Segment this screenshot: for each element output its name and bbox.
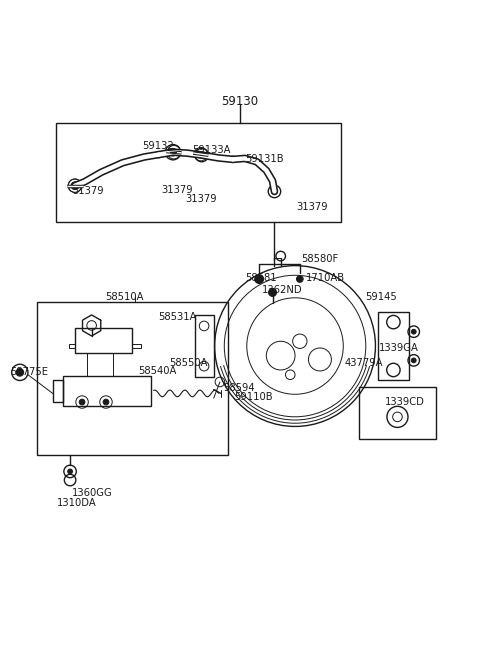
Bar xyxy=(56,123,340,221)
Bar xyxy=(132,343,141,349)
Circle shape xyxy=(68,469,72,474)
Text: 1362ND: 1362ND xyxy=(262,285,302,295)
Text: 31379: 31379 xyxy=(185,193,216,204)
Text: 58580F: 58580F xyxy=(301,254,338,264)
Text: 59145: 59145 xyxy=(365,292,397,302)
Bar xyxy=(53,380,63,402)
Bar xyxy=(378,312,409,380)
Circle shape xyxy=(411,358,416,363)
Text: 43779A: 43779A xyxy=(344,358,383,368)
Text: 1310DA: 1310DA xyxy=(57,498,97,508)
Circle shape xyxy=(272,189,277,194)
Text: 1339GA: 1339GA xyxy=(379,343,419,354)
Text: 58775E: 58775E xyxy=(10,367,48,377)
Circle shape xyxy=(103,399,109,405)
Text: 59133A: 59133A xyxy=(192,145,230,155)
Bar xyxy=(359,387,436,439)
Bar xyxy=(75,328,132,353)
Text: 59132: 59132 xyxy=(142,141,174,151)
Text: 58581: 58581 xyxy=(245,273,276,282)
Circle shape xyxy=(79,399,85,405)
Text: 31379: 31379 xyxy=(297,202,328,212)
Circle shape xyxy=(297,276,303,282)
Circle shape xyxy=(16,369,24,376)
Text: 59130: 59130 xyxy=(221,95,259,108)
Bar xyxy=(36,302,228,455)
Text: 58510A: 58510A xyxy=(105,292,144,302)
Bar xyxy=(69,343,75,349)
Text: 1360GG: 1360GG xyxy=(72,488,112,498)
Circle shape xyxy=(71,182,79,190)
Text: 59110B: 59110B xyxy=(234,392,273,402)
Text: 58550A: 58550A xyxy=(169,358,208,368)
Circle shape xyxy=(269,289,276,296)
Text: 58531A: 58531A xyxy=(158,312,197,323)
Text: 58540A: 58540A xyxy=(139,366,177,376)
Text: 1339CD: 1339CD xyxy=(385,397,425,407)
Circle shape xyxy=(411,329,416,334)
Circle shape xyxy=(255,275,264,284)
Bar xyxy=(195,315,214,377)
Text: 31379: 31379 xyxy=(72,186,104,197)
Text: 58594: 58594 xyxy=(223,383,255,393)
Text: 1710AB: 1710AB xyxy=(306,273,345,282)
Bar xyxy=(63,376,152,406)
Text: 31379: 31379 xyxy=(161,186,192,195)
Text: 59131B: 59131B xyxy=(245,154,283,164)
